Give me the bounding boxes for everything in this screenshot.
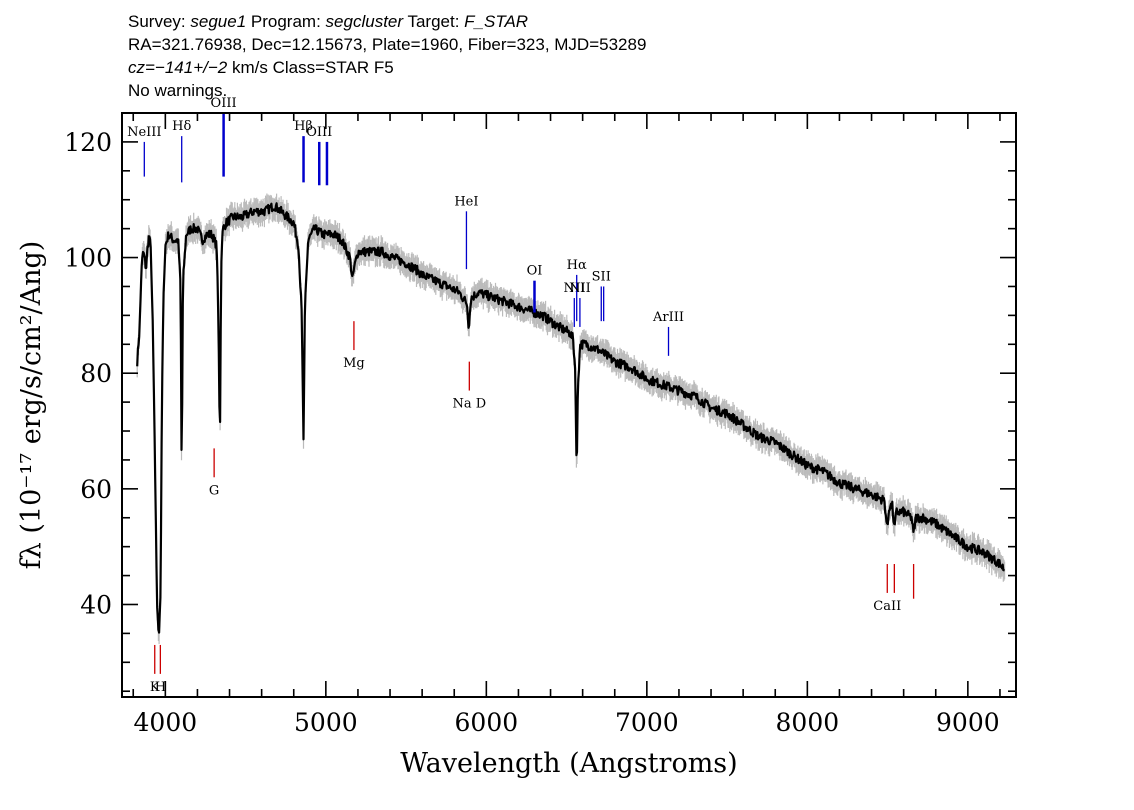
target-value: F_STAR <box>464 12 529 31</box>
line-label-0: NeIII <box>127 125 161 140</box>
x-tick-label-8000: 8000 <box>776 708 840 737</box>
line-label-17: Mg <box>343 356 365 371</box>
y-tick-label-100: 100 <box>64 244 112 273</box>
flux-layer <box>136 202 1006 634</box>
x-tick-label-7000: 7000 <box>615 708 679 737</box>
line-label-6: HeI <box>454 194 478 209</box>
line-label-2: OIII <box>211 96 237 111</box>
redshift-value: cz=−141+/−2 <box>128 58 228 77</box>
y-tick-label-40: 40 <box>80 590 112 619</box>
class-value: km/s Class=STAR F5 <box>232 58 394 77</box>
x-tick-label-4000: 4000 <box>134 708 198 737</box>
line-label-18: Na D <box>452 397 486 412</box>
x-tick-label-9000: 9000 <box>936 708 1000 737</box>
header-line-survey: Survey: segue1 Program: segcluster Targe… <box>128 10 646 33</box>
header-line-coords: RA=321.76938, Dec=12.15673, Plate=1960, … <box>128 35 647 54</box>
target-label: Target: <box>407 12 460 31</box>
line-label-19: CaII <box>873 599 901 614</box>
program-label: Program: <box>250 12 321 31</box>
header-line-redshift: cz=−141+/−2 km/s Class=STAR F5 <box>128 56 646 79</box>
line-label-16: G <box>209 483 219 498</box>
line-label-9: Hα <box>567 258 587 273</box>
y-tick-label-80: 80 <box>80 359 112 388</box>
y-axis-title: fλ (10⁻¹⁷ erg/s/cm²/Ang) <box>16 241 47 570</box>
flux-series <box>136 202 1006 634</box>
line-label-1: Hδ <box>172 119 191 134</box>
header-line-warnings: No warnings. <box>128 81 228 100</box>
line-label-11: SII <box>592 269 611 284</box>
spectrum-header: Survey: segue1 Program: segcluster Targe… <box>128 10 646 102</box>
plot-frame <box>121 112 1017 698</box>
line-label-4: OIII <box>306 125 332 140</box>
survey-label: Survey: <box>128 12 186 31</box>
axes-layer: 4000 5000 6000 7000 8000 9000 40 60 80 100 120 <box>64 112 1017 737</box>
line-label-3: Hβ <box>294 119 313 134</box>
y-tick-label-120: 120 <box>64 128 112 157</box>
line-label-15: H <box>155 680 166 695</box>
x-tick-label-5000: 5000 <box>294 708 358 737</box>
line-label-7: OI <box>527 264 543 279</box>
line-label-14: K <box>150 680 160 695</box>
spectral-lines-layer: NeIII HδOIIIHβOIIIHeIOINIIHαNIISIIArIIIKH… <box>127 96 915 695</box>
y-tick-label-60: 60 <box>80 475 112 504</box>
line-label-13: ArIII <box>652 310 684 325</box>
x-tick-label-6000: 6000 <box>455 708 519 737</box>
survey-value: segue1 <box>190 12 247 31</box>
line-label-8: NII <box>563 281 585 296</box>
line-label-10: NII <box>569 281 591 296</box>
x-axis-title: Wavelength (Angstroms) <box>400 748 737 779</box>
program-value: segcluster <box>325 12 404 31</box>
